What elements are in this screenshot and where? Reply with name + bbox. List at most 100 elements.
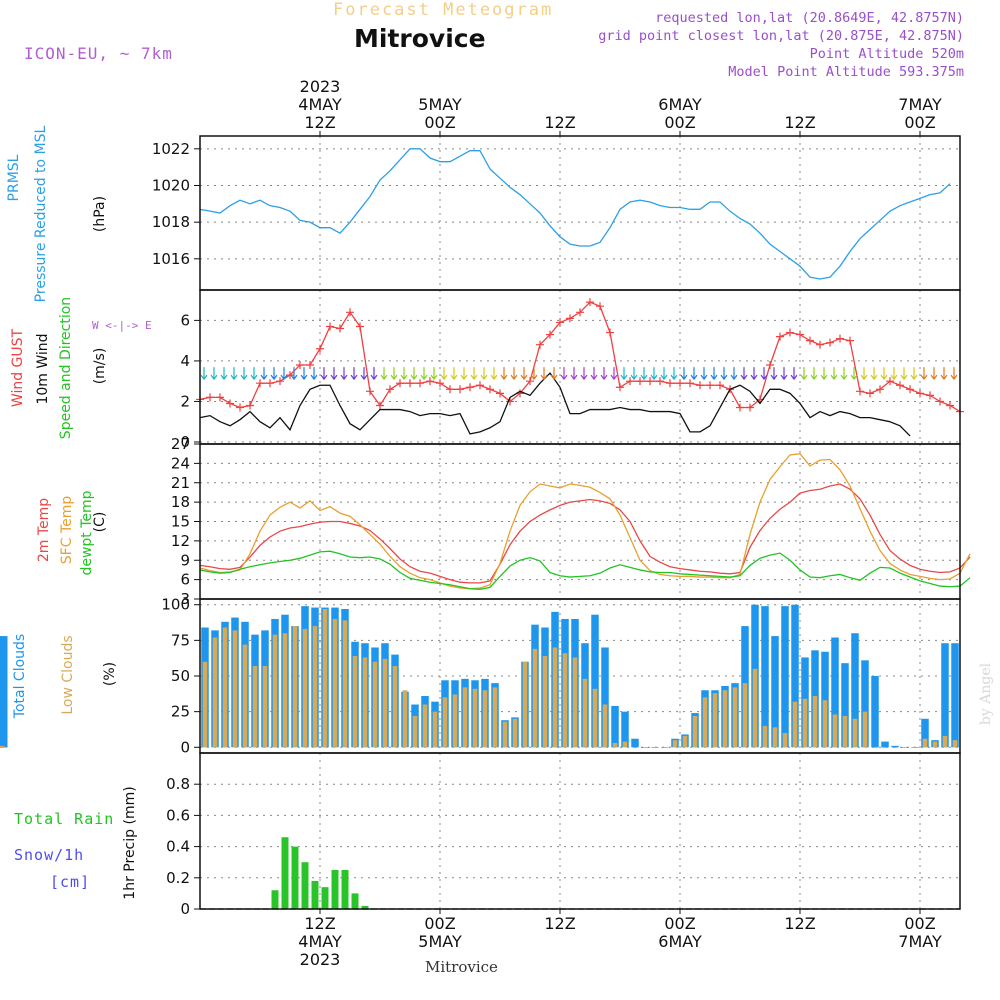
pressure-panel: 1016 1018 1020 1022 (152, 135, 961, 291)
low-clouds-bar (672, 740, 678, 748)
top-time-label: 4MAY (298, 95, 342, 114)
gust-point (246, 401, 254, 410)
wind-arrow (290, 367, 298, 381)
low-clouds-bar (752, 668, 758, 748)
total-clouds-bar (881, 741, 889, 748)
y-tick-label: 0.4 (166, 838, 190, 856)
low-clouds-bar (922, 738, 928, 748)
top-time-label: 00Z (424, 113, 455, 132)
panel-frame (199, 135, 961, 291)
y-tick-label: 6 (180, 571, 190, 589)
top-time-label: 00Z (664, 113, 695, 132)
total-clouds-bar (0, 673, 8, 748)
gust-point (856, 387, 864, 396)
snow-unit: [cm] (50, 873, 91, 891)
wind-arrow (660, 367, 668, 381)
low-clouds-bar (632, 747, 638, 748)
gust-point (366, 387, 374, 396)
pressure-line (199, 148, 951, 280)
wind-arrow (690, 367, 698, 381)
low-clouds-bar (252, 666, 258, 748)
wind-arrow (670, 367, 678, 381)
low-clouds-bar (642, 747, 648, 748)
wind-arrow (700, 367, 708, 381)
y-tick-label: 25 (171, 703, 190, 721)
wind-compass: W <-|-> E (92, 319, 152, 332)
low-clouds-bar (272, 634, 278, 748)
gust-point (626, 377, 634, 386)
gust-point (616, 383, 624, 392)
low-clouds-bar (682, 735, 688, 748)
bottom-time-label: 12Z (784, 914, 815, 933)
bottom-time-label: 00Z (664, 914, 695, 933)
wind-arrow (610, 367, 618, 381)
gust-point (256, 379, 264, 388)
gust-point (596, 302, 604, 311)
low-clouds-bar (612, 743, 618, 748)
wind-arrow (380, 367, 388, 381)
y-tick-label: 27 (171, 435, 190, 453)
low-clouds-bar (382, 658, 388, 748)
gust-point (406, 379, 414, 388)
requested-coords: requested lon,lat (20.8649E, 42.8757N) (655, 10, 964, 26)
total-clouds-bar (831, 637, 839, 748)
total-clouds-bar (871, 676, 879, 748)
total-clouds-bar (621, 711, 629, 748)
wind-arrow (280, 367, 288, 381)
wind-arrow (800, 367, 808, 381)
gust-point (546, 330, 554, 339)
wind-arrow (220, 367, 228, 381)
y-tick-label: 21 (171, 474, 190, 492)
low-clouds-bar (742, 683, 748, 748)
low-clouds-bar (772, 727, 778, 748)
y-tick-label: 0 (180, 738, 190, 756)
low-clouds-bar (412, 715, 418, 748)
low-clouds-bar (362, 657, 368, 748)
y-tick-label: 18 (171, 493, 190, 511)
gust-point (426, 377, 434, 386)
wind-arrow (330, 367, 338, 381)
low-clouds-bar (832, 714, 838, 748)
total-rain-bar (271, 890, 279, 909)
low-clouds-bar (482, 690, 488, 748)
gust-point (936, 397, 944, 406)
total-rain-bar (281, 837, 289, 909)
low-clouds-bar (322, 608, 328, 748)
low-clouds-bar (462, 687, 468, 748)
bottom-time-label: 6MAY (658, 932, 702, 951)
low-clouds-bar (572, 657, 578, 748)
gust-point (316, 344, 324, 353)
wind-arrow (910, 367, 918, 381)
wind-arrow (410, 367, 418, 381)
low-clouds-bar (392, 666, 398, 748)
wind-gust-line (199, 301, 961, 413)
total-clouds-bar (771, 636, 779, 748)
wind-arrow (450, 367, 458, 381)
low-clouds-bar (902, 747, 908, 748)
low-clouds-bar (842, 715, 848, 748)
wind-arrow (580, 367, 588, 381)
y-tick-label: 24 (171, 454, 190, 472)
sfc-temp-line (199, 452, 971, 590)
top-time-label: 12Z (544, 113, 575, 132)
gust-point (456, 385, 464, 394)
low-clouds-bar (292, 626, 298, 748)
wind-arrow (590, 367, 598, 381)
gust-point (476, 381, 484, 390)
top-time-label: 12Z (784, 113, 815, 132)
wind-arrow (740, 367, 748, 381)
wind-arrow (320, 367, 328, 381)
gust-point (886, 377, 894, 386)
wind-arrow (600, 367, 608, 381)
gust-point (836, 334, 844, 343)
wind-arrow (680, 367, 688, 381)
low-clouds-bar (332, 618, 338, 748)
y-tick-label: 4 (180, 352, 190, 370)
low-clouds-bar (892, 747, 898, 748)
wind-arrow (530, 367, 538, 381)
wind-arrow (760, 367, 768, 381)
wind-arrow (360, 367, 368, 381)
gust-point (286, 371, 294, 380)
low-clouds-bar (872, 747, 878, 748)
